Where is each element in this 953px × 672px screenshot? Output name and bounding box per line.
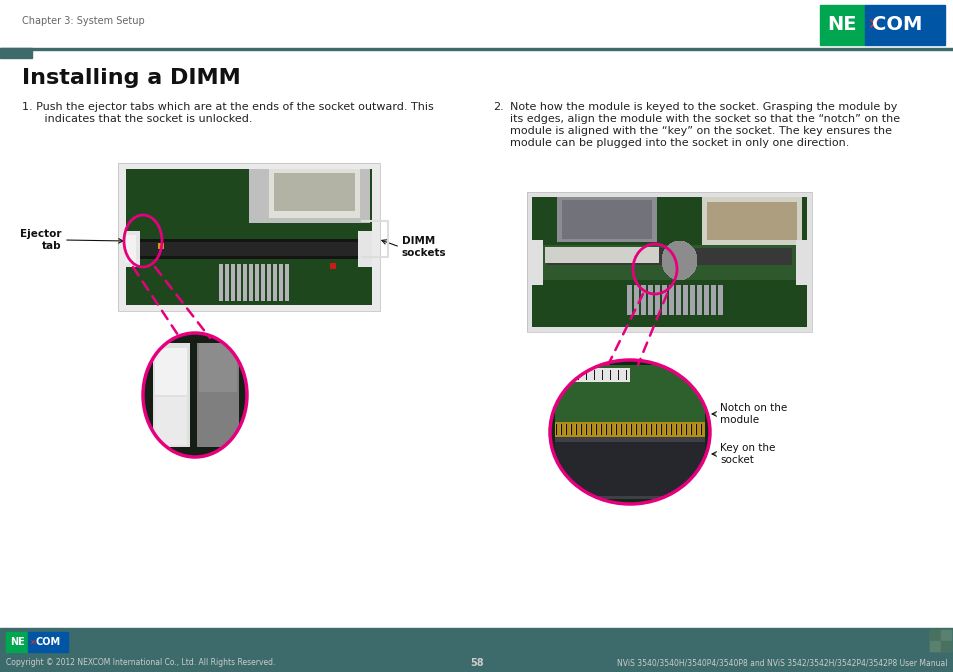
Text: Key on the
socket: Key on the socket	[720, 443, 775, 465]
Bar	[940, 630, 950, 640]
Bar	[940, 630, 950, 640]
Bar	[820, 5, 864, 45]
Text: NViS 3540/3540H/3540P4/3540P8 and NViS 3542/3542H/3542P4/3542P8 User Manual: NViS 3540/3540H/3540P4/3540P8 and NViS 3…	[617, 658, 947, 667]
Bar	[0, 628, 953, 672]
Text: module can be plugged into the socket in only one direction.: module can be plugged into the socket in…	[510, 138, 848, 148]
Bar	[29, 632, 68, 652]
Bar	[929, 641, 939, 651]
Bar	[929, 641, 939, 651]
Bar	[118, 163, 379, 311]
Bar	[864, 5, 944, 45]
Text: 58: 58	[470, 658, 483, 668]
Text: its edges, align the module with the socket so that the “notch” on the: its edges, align the module with the soc…	[510, 114, 900, 124]
Bar	[929, 630, 939, 640]
Text: NE: NE	[827, 15, 857, 34]
Text: 2.: 2.	[493, 102, 503, 112]
Bar	[526, 192, 811, 332]
Text: Copyright © 2012 NEXCOM International Co., Ltd. All Rights Reserved.: Copyright © 2012 NEXCOM International Co…	[6, 658, 275, 667]
Bar	[929, 630, 939, 640]
Text: Ejector
tab: Ejector tab	[20, 228, 62, 251]
Text: ✕: ✕	[866, 17, 879, 32]
Text: 1. Push the ejector tabs which are at the ends of the socket outward. This: 1. Push the ejector tabs which are at th…	[22, 102, 434, 112]
Bar	[0, 48, 32, 58]
Text: COM: COM	[871, 15, 922, 34]
Text: indicates that the socket is unlocked.: indicates that the socket is unlocked.	[34, 114, 253, 124]
Bar	[6, 632, 29, 652]
Bar	[0, 48, 953, 50]
Text: ✕: ✕	[30, 638, 35, 646]
Text: DIMM
sockets: DIMM sockets	[401, 236, 446, 258]
Text: Installing a DIMM: Installing a DIMM	[22, 68, 240, 88]
Text: module is aligned with the “key” on the socket. The key ensures the: module is aligned with the “key” on the …	[510, 126, 891, 136]
Text: Chapter 3: System Setup: Chapter 3: System Setup	[22, 16, 145, 26]
Bar	[940, 641, 950, 651]
Text: Notch on the
module: Notch on the module	[720, 403, 786, 425]
Text: NE: NE	[10, 637, 25, 647]
Bar	[940, 641, 950, 651]
Text: COM: COM	[35, 637, 61, 647]
Text: Note how the module is keyed to the socket. Grasping the module by: Note how the module is keyed to the sock…	[510, 102, 897, 112]
